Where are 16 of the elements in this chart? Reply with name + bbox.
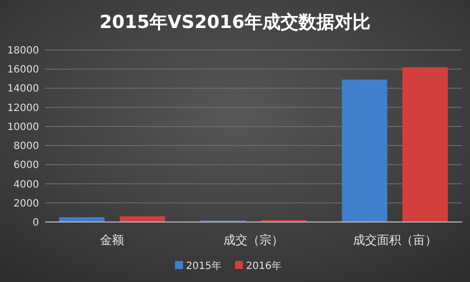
y-tick-label: 16000 xyxy=(7,64,39,76)
x-tick-label: 成交面积（亩） xyxy=(352,233,437,247)
y-tick-label: 2000 xyxy=(14,198,39,210)
y-tick-label: 18000 xyxy=(7,46,39,56)
y-tick-label: 4000 xyxy=(14,179,39,190)
y-tick-label: 14000 xyxy=(7,84,39,95)
y-tick-label: 10000 xyxy=(7,122,39,133)
chart-title: 2015年VS2016年成交数据对比 xyxy=(99,12,371,33)
legend-label: 2016年 xyxy=(246,260,282,272)
x-tick-label: 成交（宗） xyxy=(224,233,284,247)
y-tick-label: 0 xyxy=(32,218,39,228)
legend-label: 2015年 xyxy=(186,260,222,272)
y-tick-label: 8000 xyxy=(14,141,39,152)
x-tick-label: 金额 xyxy=(100,233,124,247)
y-tick-label: 6000 xyxy=(14,160,39,172)
y-tick-label: 12000 xyxy=(7,102,39,114)
